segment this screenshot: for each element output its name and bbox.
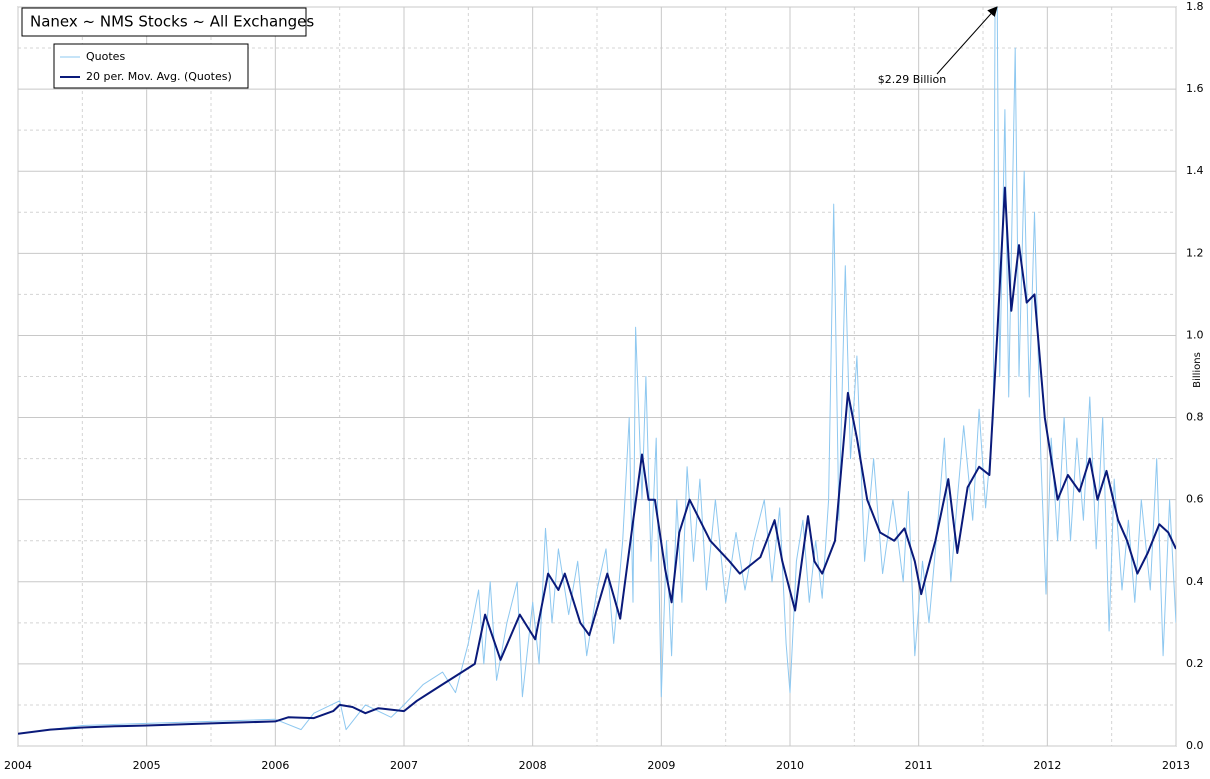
y-axis-label: Billions bbox=[1192, 352, 1203, 388]
title-box bbox=[21, 7, 307, 37]
x-tick-label: 2004 bbox=[4, 759, 32, 772]
y-tick-label: 1.8 bbox=[1186, 0, 1204, 13]
x-tick-label: 2011 bbox=[905, 759, 933, 772]
y-tick-label: 0.4 bbox=[1186, 575, 1204, 588]
y-tick-label: 1.4 bbox=[1186, 164, 1204, 177]
labels: 0.0 0.2 0.4 0.6 0.8 1.0 1.2 1.4 1.6 1.8 2004 2005 20… bbox=[4, 0, 1204, 772]
legend: Quotes 20 per. Mov. Avg. (Quotes) bbox=[60, 50, 232, 83]
x-tick-label: 2009 bbox=[647, 759, 675, 772]
legend-box bbox=[53, 43, 249, 89]
legend-label: Quotes bbox=[86, 50, 125, 63]
y-tick-label: 1.0 bbox=[1186, 328, 1204, 341]
series-line bbox=[18, 7, 1176, 735]
y-tick-label: 1.2 bbox=[1186, 246, 1204, 259]
x-tick-label: 2010 bbox=[776, 759, 804, 772]
grid bbox=[17, 6, 1177, 747]
chart-title: Nanex ~ NMS Stocks ~ All Exchanges bbox=[30, 13, 314, 31]
x-tick-label: 2012 bbox=[1033, 759, 1061, 772]
series-lines bbox=[18, 7, 1176, 735]
x-tick-label: 2006 bbox=[261, 759, 289, 772]
legend-label: 20 per. Mov. Avg. (Quotes) bbox=[86, 70, 232, 83]
y-tick-label: 1.6 bbox=[1186, 82, 1204, 95]
x-tick-label: 2005 bbox=[133, 759, 161, 772]
y-tick-label: 0.6 bbox=[1186, 493, 1204, 506]
x-tick-label: 2007 bbox=[390, 759, 418, 772]
annotation-arrow bbox=[936, 6, 998, 75]
y-tick-label: 0.2 bbox=[1186, 657, 1204, 670]
x-tick-label: 2008 bbox=[519, 759, 547, 772]
series-line bbox=[18, 186, 1176, 735]
x-tick-label: 2013 bbox=[1162, 759, 1190, 772]
y-tick-label: 0.0 bbox=[1186, 739, 1204, 752]
annotation: $2.29 Billion bbox=[878, 73, 946, 86]
y-tick-label: 0.8 bbox=[1186, 411, 1204, 424]
